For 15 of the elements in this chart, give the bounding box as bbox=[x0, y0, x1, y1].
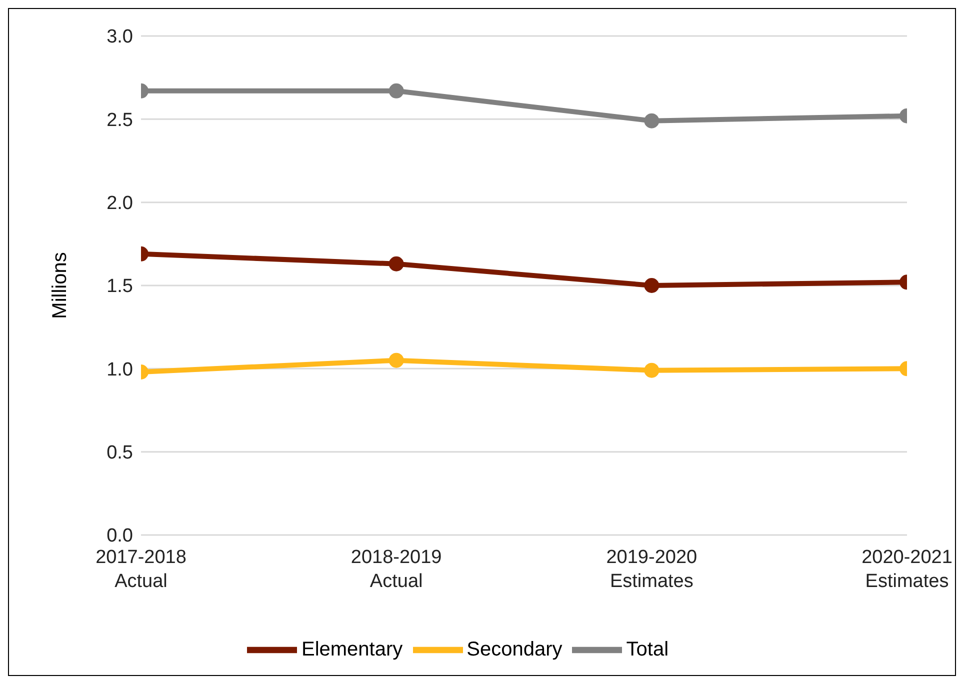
legend-label: Elementary bbox=[301, 638, 403, 660]
x-tick-label: 2019-2020 Estimates bbox=[606, 547, 698, 592]
x-tick-label: 2017-2018 Actual bbox=[96, 547, 186, 592]
y-tick-label: 1.5 bbox=[106, 276, 133, 298]
y-axis-title: Millions bbox=[49, 252, 72, 319]
y-tick-label: 0.5 bbox=[106, 442, 133, 464]
y-tick-label: 2.0 bbox=[106, 193, 133, 214]
legend-label: Total bbox=[626, 638, 669, 660]
y-tick-label: 3.0 bbox=[106, 26, 133, 48]
y-tick-label: 2.5 bbox=[106, 110, 133, 131]
x-tick-label: 2018-2019 Actual bbox=[350, 547, 442, 592]
y-tick-label: 0.0 bbox=[106, 526, 133, 547]
x-tick-label: 2020-2021 Estimates bbox=[862, 547, 952, 592]
legend-label: Secondary bbox=[466, 638, 562, 660]
y-tick-label: 1.0 bbox=[106, 359, 133, 380]
